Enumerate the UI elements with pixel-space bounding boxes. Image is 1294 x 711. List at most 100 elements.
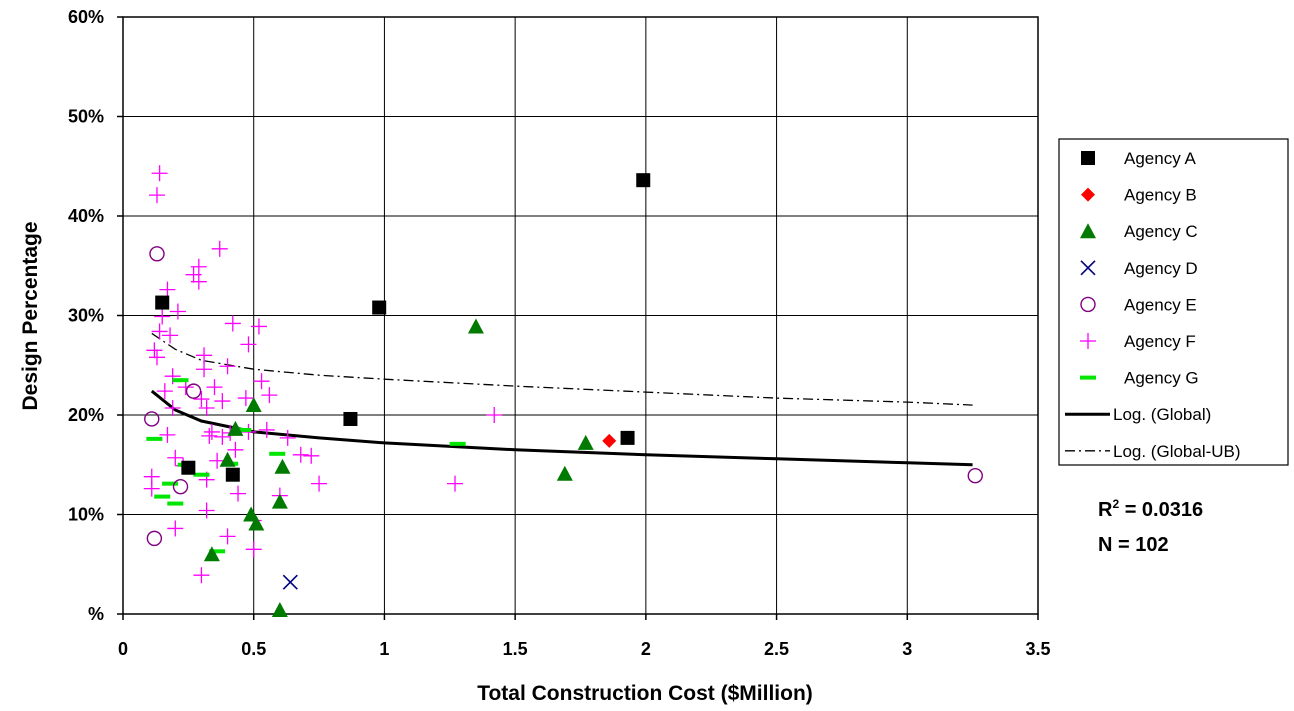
x-tick-label: 0.5 <box>241 639 266 659</box>
agency-f-point <box>206 379 223 396</box>
agency-f-point <box>311 475 328 492</box>
agency-e-point <box>149 246 165 262</box>
agency-f-point <box>169 303 186 320</box>
agency-g-point <box>269 451 286 456</box>
agency-c-point <box>248 515 265 531</box>
agency-f-point <box>214 393 231 410</box>
legend-entry-log-global: Log. (Global) <box>1065 405 1211 424</box>
agency-c-point <box>556 465 573 481</box>
agency-f-point <box>148 349 165 366</box>
agency-g-point <box>162 481 179 486</box>
grid-lines <box>122 16 1039 615</box>
y-tick-label: 10% <box>68 505 104 525</box>
agency-g-point <box>172 378 189 383</box>
legend-swatch <box>1080 375 1096 380</box>
legend-label: Agency C <box>1124 222 1198 241</box>
agency-f-point <box>148 187 165 204</box>
agency-c-point <box>271 493 288 509</box>
agency-f-point <box>154 308 171 325</box>
tick-labels: 0 0.5 1 1.5 2 2.5 3 3.5% 10% 20% 30% 40% 50% 60% <box>68 7 1051 659</box>
agency-e-point <box>144 411 160 427</box>
x-tick-label: 0 <box>118 639 128 659</box>
x-tick-label: 1.5 <box>503 639 528 659</box>
y-tick-label: % <box>88 604 104 624</box>
agency-f-point <box>196 361 213 378</box>
agency-f-point <box>162 327 179 344</box>
agency-g-point <box>449 441 466 446</box>
agency-b-point <box>602 433 617 448</box>
legend-entry-log-global-ub: Log. (Global-UB) <box>1065 442 1241 461</box>
agency-c-point <box>245 397 262 413</box>
agency-g-point <box>154 494 171 499</box>
agency-f-point <box>303 447 320 464</box>
y-axis-title: Design Percentage <box>19 221 42 410</box>
agency-f-point <box>159 426 176 443</box>
agency-f-point <box>143 480 160 497</box>
agency-f-point <box>198 400 215 417</box>
agency-f-point <box>151 323 168 340</box>
agency-e-point <box>172 478 189 495</box>
r-squared-label: R2 = 0.0316 <box>1098 497 1203 521</box>
legend-label: Log. (Global) <box>1113 405 1211 424</box>
agency-f-point <box>261 387 278 404</box>
data-points <box>143 165 983 618</box>
agency-f-point <box>193 567 210 584</box>
agency-e-point <box>146 530 163 547</box>
legend-label: Agency E <box>1124 295 1197 314</box>
agency-c-point <box>203 546 220 562</box>
legend-swatch <box>1080 223 1096 239</box>
legend-swatch <box>1081 151 1095 165</box>
x-axis-title: Total Construction Cost ($Million) <box>477 682 813 705</box>
log-global-ub-line <box>151 332 973 406</box>
agency-f-point <box>292 446 309 463</box>
x-tick-label: 2.5 <box>764 639 789 659</box>
agency-f-point <box>167 449 184 466</box>
legend-label: Agency B <box>1124 186 1197 205</box>
agency-f-point <box>253 373 270 390</box>
legend-swatch <box>1080 260 1096 276</box>
agency-g-point <box>193 472 210 477</box>
agency-f-point <box>190 273 207 290</box>
agency-f-point <box>447 475 464 492</box>
agency-f-point <box>279 429 296 446</box>
x-tick-label: 3 <box>902 639 912 659</box>
legend-entry-agency-d: Agency D <box>1080 259 1198 278</box>
agency-f-point <box>196 347 213 364</box>
agency-f-point <box>151 165 168 182</box>
agency-a-point <box>636 173 651 188</box>
legend-label: Log. (Global-UB) <box>1113 442 1241 461</box>
fit-statistics: R2 = 0.0316 N = 102 <box>1098 497 1203 556</box>
agency-f-point <box>203 423 220 440</box>
agency-c-point <box>271 602 288 618</box>
agency-a-point <box>155 295 170 310</box>
agency-f-point <box>190 258 207 275</box>
agency-g-point <box>167 501 184 506</box>
agency-f-point <box>214 428 231 445</box>
agency-c-point <box>227 420 244 436</box>
agency-d-point <box>282 574 298 590</box>
legend-label: Agency A <box>1124 149 1196 168</box>
agency-e-point <box>967 467 983 484</box>
agency-a-point <box>181 460 196 475</box>
agency-f-point <box>486 407 503 423</box>
y-tick-label: 20% <box>68 405 104 425</box>
trend-lines <box>150 332 973 467</box>
agency-c-point <box>219 451 236 467</box>
x-tick-label: 3.5 <box>1025 639 1050 659</box>
agency-f-point <box>224 315 241 332</box>
legend: Agency A Agency B Agency C Agency D Agency E… <box>1058 138 1289 466</box>
agency-c-point <box>467 318 484 334</box>
legend-swatch <box>1080 333 1096 349</box>
agency-f-point <box>219 358 236 375</box>
agency-f-point <box>164 400 181 417</box>
n-count-label: N = 102 <box>1098 534 1169 556</box>
legend-entry-agency-a: Agency A <box>1081 149 1196 168</box>
agency-f-point <box>167 520 184 537</box>
x-tick-label: 1 <box>379 639 389 659</box>
agency-c-point <box>243 506 260 522</box>
legend-label: Agency F <box>1124 332 1196 351</box>
agency-c-point <box>577 434 594 450</box>
legend-box <box>1058 138 1289 466</box>
x-tick-label: 2 <box>641 639 651 659</box>
